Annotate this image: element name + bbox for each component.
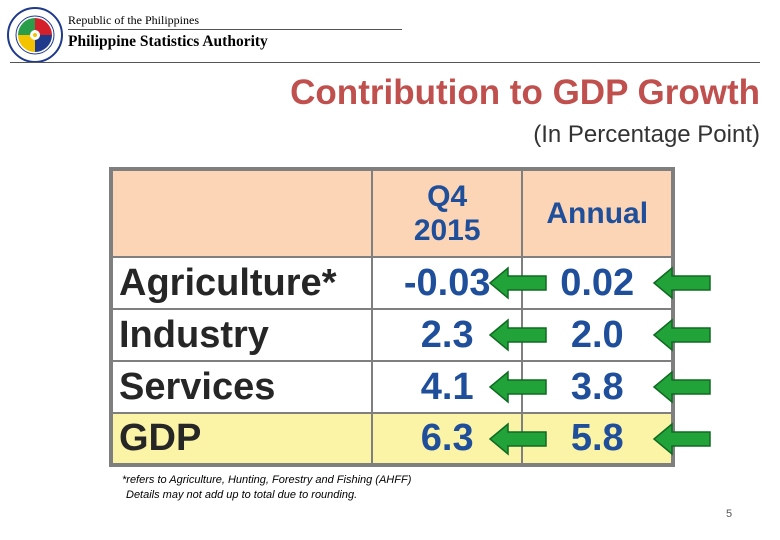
row-label: GDP [110,412,373,466]
row-label: Industry [110,308,373,362]
slide-subtitle: (In Percentage Point) [533,121,760,148]
table-row-industry: Industry 2.3 2.0 [110,308,674,362]
table-corner-cell [110,168,373,258]
column-header-annual: Annual [521,168,674,258]
column-header-2015: 2015 [413,213,481,247]
page-number: 5 [726,508,733,520]
left-arrow-icon [652,318,711,352]
table-row-agriculture: Agriculture* -0.03 0.02 [110,256,674,310]
psa-seal-logo [7,7,63,63]
cell-q4-2015: 4.1 [370,360,524,414]
left-arrow-icon [652,266,711,300]
left-arrow-icon [652,370,711,404]
left-arrow-icon [488,370,547,404]
column-header-q4: Q4 [427,179,468,213]
footnote-rounding: Details may not add up to total due to r… [126,489,358,501]
footnote-ahff: *refers to Agriculture, Hunting, Forestr… [122,474,412,486]
header-divider-short [68,29,402,30]
agency-name: Philippine Statistics Authority [68,33,268,50]
left-arrow-icon [488,266,547,300]
cell-annual: 3.8 [521,360,674,414]
table-row-gdp: GDP 6.3 5.8 [110,412,674,466]
table-header-row: Q4 2015 Annual [110,168,674,258]
cell-annual: 2.0 [521,308,674,362]
column-header-q4-2015: Q4 2015 [370,168,524,258]
left-arrow-icon [488,422,547,456]
gdp-contribution-table: Q4 2015 Annual Agriculture* -0.03 0.02 I… [109,167,675,467]
slide-title: Contribution to GDP Growth [290,73,760,112]
row-label: Agriculture* [110,256,373,310]
cell-q4-2015: 2.3 [370,308,524,362]
header-divider-long [10,62,760,63]
left-arrow-icon [488,318,547,352]
table-row-services: Services 4.1 3.8 [110,360,674,414]
cell-annual: 0.02 [521,256,674,310]
row-label: Services [110,360,373,414]
republic-label: Republic of the Philippines [68,13,199,27]
left-arrow-icon [652,422,711,456]
